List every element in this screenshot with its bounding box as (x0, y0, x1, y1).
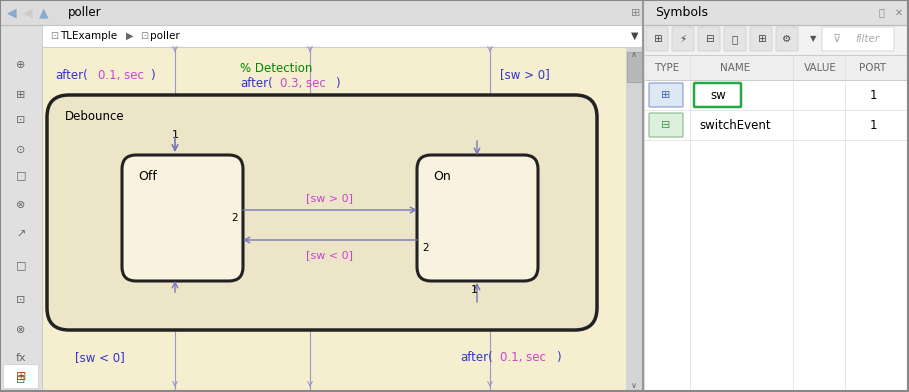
Text: 2: 2 (232, 213, 238, 223)
Text: Symbols: Symbols (655, 6, 708, 19)
Text: 0.1, sec: 0.1, sec (98, 69, 144, 82)
Text: TYPE: TYPE (654, 62, 680, 73)
Text: ⊽: ⊽ (833, 34, 841, 44)
Bar (645, 25, 909, 55)
Text: ▶: ▶ (126, 31, 134, 41)
Text: ⊞: ⊞ (632, 7, 641, 18)
Text: ⊡: ⊡ (16, 115, 25, 125)
Text: 1: 1 (471, 285, 477, 295)
Text: ✕: ✕ (895, 7, 903, 18)
FancyBboxPatch shape (47, 95, 597, 330)
Text: 0.3, sec: 0.3, sec (280, 76, 325, 89)
Text: ∨: ∨ (631, 381, 637, 390)
Text: □: □ (15, 170, 26, 180)
Text: 1: 1 (869, 118, 877, 131)
Text: ⊞: ⊞ (756, 34, 765, 44)
Text: fx: fx (15, 353, 26, 363)
Bar (626, 47, 643, 392)
FancyBboxPatch shape (672, 27, 694, 51)
Bar (645, 80, 909, 110)
Text: [sw > 0]: [sw > 0] (500, 69, 550, 82)
Text: 2: 2 (422, 243, 429, 253)
Text: after(: after( (240, 76, 273, 89)
Bar (645, 0, 909, 392)
Bar (645, 55, 909, 80)
Text: ⊙: ⊙ (16, 145, 25, 155)
Text: % Detection: % Detection (240, 62, 313, 74)
Bar (42, 25, 643, 47)
FancyBboxPatch shape (776, 27, 798, 51)
Text: 🔍: 🔍 (732, 34, 738, 44)
Text: ◀: ◀ (7, 6, 16, 19)
Text: ⊞: ⊞ (16, 90, 25, 100)
FancyBboxPatch shape (649, 83, 683, 107)
Text: ⊡: ⊡ (140, 31, 148, 41)
Text: ⊞: ⊞ (15, 370, 26, 383)
Text: ⊡: ⊡ (16, 375, 25, 385)
Text: □: □ (15, 260, 26, 270)
Text: ⊗: ⊗ (16, 200, 25, 210)
Text: 0.1, sec: 0.1, sec (500, 352, 546, 365)
Text: ⚙: ⚙ (783, 34, 792, 44)
Text: ⊡: ⊡ (16, 295, 25, 305)
Text: ▲: ▲ (39, 6, 49, 19)
Text: [sw > 0]: [sw > 0] (306, 193, 354, 203)
FancyBboxPatch shape (417, 155, 538, 281)
Text: Debounce: Debounce (65, 110, 125, 123)
FancyBboxPatch shape (822, 27, 894, 51)
Text: switchEvent: switchEvent (699, 118, 771, 131)
Text: ⊗: ⊗ (16, 325, 25, 335)
Bar (42, 47, 626, 392)
Text: 1: 1 (869, 89, 877, 102)
FancyBboxPatch shape (646, 27, 668, 51)
Bar (645, 110, 909, 140)
Text: sw: sw (710, 89, 726, 102)
Text: ▼: ▼ (631, 31, 639, 41)
FancyBboxPatch shape (122, 155, 243, 281)
Text: poller: poller (68, 6, 102, 19)
Text: NAME: NAME (720, 62, 750, 73)
Text: Off: Off (138, 170, 157, 183)
FancyBboxPatch shape (694, 83, 741, 107)
FancyBboxPatch shape (649, 113, 683, 137)
Text: PORT: PORT (859, 62, 886, 73)
Text: ⊡: ⊡ (50, 31, 58, 41)
Text: ⚡: ⚡ (679, 34, 686, 44)
Text: ⊟: ⊟ (662, 120, 671, 130)
Text: filter: filter (855, 34, 879, 44)
FancyBboxPatch shape (724, 27, 746, 51)
Text: ): ) (556, 352, 561, 365)
Text: ▼: ▼ (810, 34, 816, 44)
Text: [sw < 0]: [sw < 0] (75, 352, 125, 365)
FancyBboxPatch shape (698, 27, 720, 51)
Text: ⊕: ⊕ (16, 60, 25, 70)
Text: ◀: ◀ (24, 6, 33, 19)
Text: TLExample: TLExample (60, 31, 117, 41)
Text: ↗: ↗ (16, 230, 25, 240)
Text: after(: after( (460, 352, 493, 365)
Bar (627, 52, 642, 82)
Bar (0, 0, 909, 25)
Bar (3, 364, 38, 388)
Text: [sw < 0]: [sw < 0] (306, 250, 354, 260)
Bar (645, 0, 909, 25)
Text: ): ) (150, 69, 155, 82)
Text: ⊟: ⊟ (704, 34, 714, 44)
Text: ⊞: ⊞ (662, 90, 671, 100)
Bar (0, 25, 42, 392)
Text: poller: poller (150, 31, 180, 41)
Text: ⊞: ⊞ (653, 34, 662, 44)
Text: 1: 1 (172, 130, 179, 140)
FancyBboxPatch shape (750, 27, 772, 51)
Text: ∧: ∧ (631, 50, 637, 59)
Text: after(: after( (55, 69, 88, 82)
Text: VALUE: VALUE (804, 62, 836, 73)
Text: 📌: 📌 (878, 7, 884, 18)
Text: ): ) (335, 76, 340, 89)
Text: On: On (433, 170, 451, 183)
